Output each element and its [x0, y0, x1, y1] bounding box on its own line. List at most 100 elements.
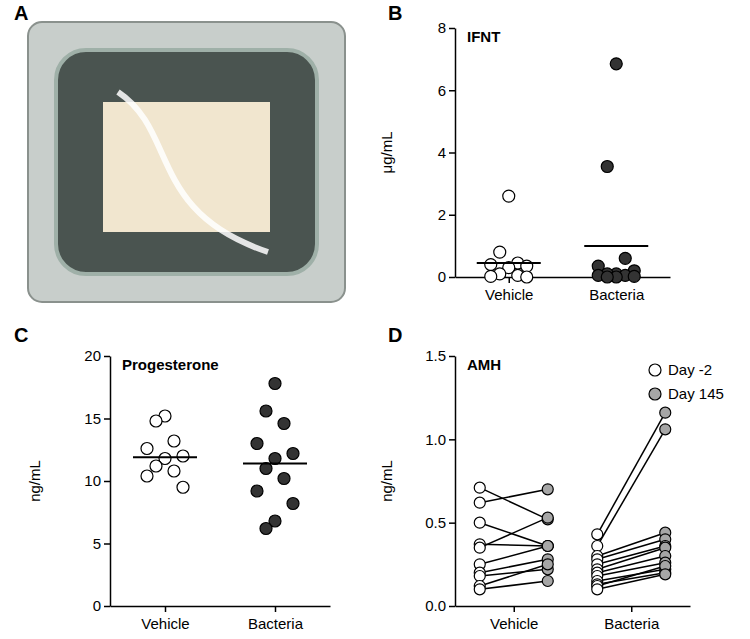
- y-tick-mark: [449, 606, 455, 608]
- y-tick: 2: [438, 206, 455, 223]
- data-point: [278, 473, 290, 485]
- y-axis-line: [455, 357, 457, 607]
- y-tick-mark: [104, 418, 110, 420]
- panel-label: C: [14, 324, 28, 346]
- y-tick-mark: [104, 356, 110, 358]
- y-tick-mark: [449, 277, 455, 279]
- y-tick-label: 0.5: [425, 514, 446, 531]
- photo-tissue: [118, 92, 268, 252]
- y-tick-label: 20: [84, 347, 101, 364]
- data-point: [592, 529, 603, 540]
- x-tick: Vehicle: [141, 606, 189, 632]
- mean-line: [477, 262, 541, 264]
- y-tick: 0: [438, 268, 455, 285]
- y-axis: 0.0 0.5 1.0 1.5: [425, 347, 455, 614]
- chart-title: Progesterone: [122, 356, 219, 373]
- data-point: [542, 576, 553, 587]
- data-point: [260, 523, 272, 535]
- data-point: [141, 470, 153, 482]
- y-tick-label: 0.0: [425, 597, 446, 614]
- pair-line: [480, 518, 548, 548]
- y-axis-title: ng/mL: [378, 460, 395, 502]
- data-point: [278, 418, 290, 430]
- panel: D0.00.51.01.5VehicleBacteriang/mLAMHDay …: [378, 324, 724, 632]
- plot-area: [474, 407, 671, 595]
- y-tick: 1.5: [425, 347, 455, 364]
- data-point: [542, 541, 553, 552]
- y-tick: 10: [84, 472, 110, 489]
- data-point: [485, 259, 497, 271]
- data-point: [150, 460, 162, 472]
- data-point: [521, 260, 533, 272]
- x-axis-line: [456, 606, 691, 608]
- panel-label: A: [14, 2, 28, 24]
- data-point: [542, 541, 553, 552]
- x-tick-mark: [165, 606, 167, 612]
- data-point: [542, 541, 553, 552]
- pair-line: [597, 413, 665, 535]
- figure-svg: AB02468VehicleBacteriaμg/mLIFNTC05101520…: [0, 0, 750, 639]
- x-axis-line: [111, 606, 331, 608]
- y-tick: 8: [438, 19, 455, 36]
- pair-line: [480, 489, 548, 502]
- x-tick-label: Bacteria: [248, 615, 304, 632]
- y-tick-label: 6: [438, 82, 446, 99]
- y-tick: 6: [438, 82, 455, 99]
- panel-label: B: [388, 2, 402, 24]
- y-tick-mark: [449, 522, 455, 524]
- data-point: [168, 435, 180, 447]
- x-axis: Vehicle Bacteria: [111, 606, 331, 632]
- y-tick-label: 15: [84, 410, 101, 427]
- plot-area: [477, 58, 649, 283]
- y-tick-mark: [449, 152, 455, 154]
- y-tick-mark: [104, 543, 110, 545]
- pair-line: [597, 574, 665, 589]
- data-point: [141, 443, 153, 455]
- x-tick-label: Bacteria: [589, 286, 645, 303]
- data-point: [474, 571, 485, 582]
- y-tick-label: 0: [438, 268, 446, 285]
- y-tick-label: 4: [438, 144, 446, 161]
- chart-title: AMH: [467, 356, 501, 373]
- x-axis: VehicleBacteria: [456, 606, 691, 632]
- y-tick: 15: [84, 410, 110, 427]
- photo-dish: [56, 50, 317, 274]
- x-tick: Bacteria: [248, 606, 304, 632]
- data-point: [503, 190, 515, 202]
- data-point: [660, 424, 671, 435]
- pair-line: [597, 533, 665, 556]
- y-tick: 20: [84, 347, 110, 364]
- panel: B02468VehicleBacteriaμg/mLIFNT: [378, 2, 671, 303]
- y-tick-label: 8: [438, 19, 446, 36]
- photo-placeholder: [28, 22, 345, 302]
- y-tick: 0: [93, 597, 110, 614]
- mean-line: [133, 456, 197, 458]
- y-tick-label: 1.5: [425, 347, 446, 364]
- data-point: [542, 512, 553, 523]
- y-tick-mark: [104, 606, 110, 608]
- y-tick-label: 1.0: [425, 431, 446, 448]
- y-tick: 4: [438, 144, 455, 161]
- y-tick: 1.0: [425, 431, 455, 448]
- y-tick: 0.5: [425, 514, 455, 531]
- y-axis-title: ng/mL: [26, 460, 43, 502]
- y-axis: 0 2 4 6 8: [438, 19, 456, 285]
- data-point: [287, 498, 299, 510]
- data-point: [474, 584, 485, 595]
- data-point: [592, 541, 603, 552]
- pair-line: [597, 429, 665, 546]
- data-point: [168, 465, 180, 477]
- pair-line: [480, 544, 548, 546]
- x-tick-mark: [514, 606, 516, 612]
- mean-line: [584, 245, 648, 247]
- legend: Day -2Day 145: [649, 361, 724, 402]
- y-tick-label: 5: [93, 535, 101, 552]
- plot-area: [133, 378, 307, 535]
- data-point: [660, 407, 671, 418]
- data-point: [542, 559, 553, 570]
- panel: C 0 5 10 15 20 Vehicle Bacteria ng/mL Progesteron…: [14, 324, 331, 632]
- data-point: [177, 481, 189, 493]
- data-point: [474, 482, 485, 493]
- legend-label: Day 145: [668, 385, 724, 402]
- panel: A: [14, 2, 345, 302]
